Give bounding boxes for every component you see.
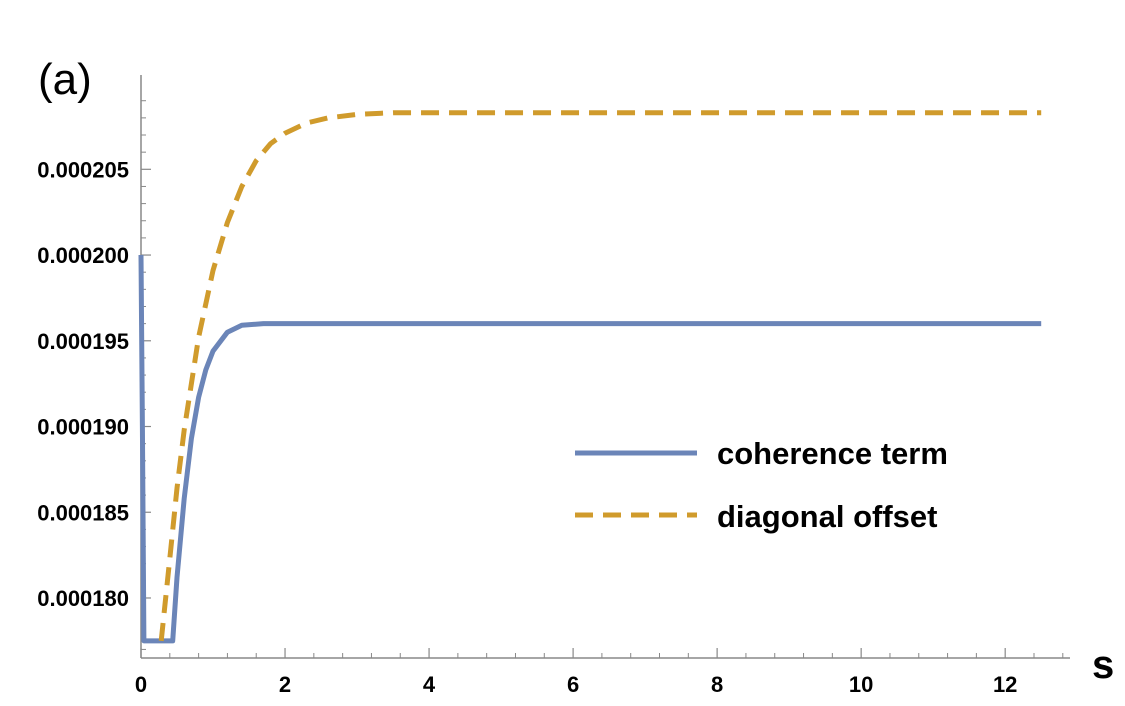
y-tick-label: 0.000200: [37, 243, 129, 268]
series-line-coherence-term: [138, 254, 1042, 644]
ticks: [140, 100, 1064, 658]
x-tick-label: 8: [711, 672, 723, 697]
series-lines: [138, 110, 1042, 644]
legend-label-coherence-term: coherence term: [717, 436, 948, 471]
y-tick-label: 0.000180: [37, 586, 129, 611]
x-tick-label: 10: [849, 672, 873, 697]
legend-label-diagonal-offset: diagonal offset: [717, 499, 937, 534]
x-tick-label: 2: [279, 672, 291, 697]
legend: coherence term diagonal offset: [575, 436, 948, 534]
tick-labels: 0 2 4 6 8 10 12 0.000180 0.000185 0.000190 0.00019…: [37, 157, 1017, 697]
panel-label: (a): [38, 55, 92, 104]
x-tick-label: 0: [135, 672, 147, 697]
y-tick-label: 0.000185: [37, 500, 129, 525]
x-tick-label: 12: [993, 672, 1017, 697]
x-tick-label: 4: [423, 672, 436, 697]
y-tick-label: 0.000190: [37, 415, 129, 440]
x-axis-label: s: [1092, 643, 1114, 687]
axes: [140, 75, 1070, 659]
y-tick-label: 0.000205: [37, 157, 129, 182]
y-tick-label: 0.000195: [37, 329, 129, 354]
x-tick-label: 6: [567, 672, 579, 697]
series-line-diagonal-offset: [158, 110, 1042, 642]
